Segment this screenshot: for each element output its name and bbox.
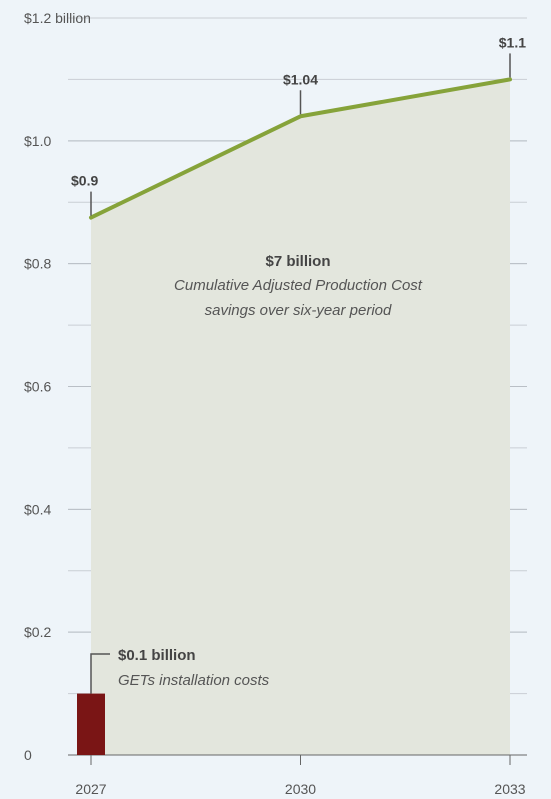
cost-leader [90, 653, 110, 694]
point-value-label: $1.04 [283, 71, 318, 87]
x-tick-label: 2033 [494, 781, 525, 797]
savings-area [91, 79, 510, 755]
y-tick-label: $0.8 [24, 256, 51, 272]
savings-line [89, 77, 512, 220]
y-tick-label: $0.2 [24, 624, 51, 640]
cost-bar [77, 693, 105, 755]
axis-layer [68, 754, 527, 765]
y-tick-label: 0 [24, 747, 32, 763]
x-tick-label: 2027 [75, 781, 106, 797]
y-tick-label: $1.0 [24, 133, 51, 149]
point-value-label: $1.1 [499, 34, 526, 50]
x-tick-label: 2030 [285, 781, 316, 797]
label-layer: 0 $0.2 $0.4 $0.6 $0.8 $1.0 $1.2 billion 2027 203… [24, 10, 526, 797]
savings-annotation-value: $7 billion [265, 253, 330, 270]
cost-annotation-value: $0.1 billion [118, 647, 196, 664]
cost-annotation-desc: GETs installation costs [118, 672, 270, 689]
y-tick-label: $1.2 billion [24, 10, 91, 26]
savings-annotation-desc-line1: Cumulative Adjusted Production Cost [174, 277, 423, 294]
point-value-label: $0.9 [71, 173, 98, 189]
savings-annotation-desc-line2: savings over six-year period [205, 302, 392, 319]
y-tick-label: $0.6 [24, 379, 51, 395]
y-tick-label: $0.4 [24, 501, 51, 517]
